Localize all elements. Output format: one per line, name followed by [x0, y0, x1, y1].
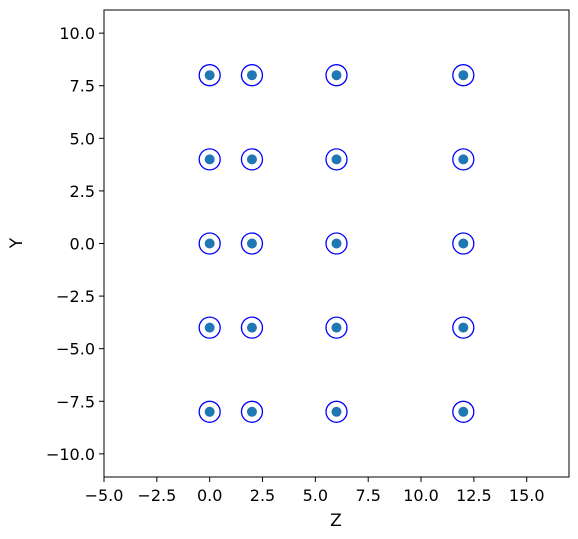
data-point [331, 238, 342, 249]
hollow-circle-marker [325, 316, 348, 339]
data-point [331, 154, 342, 165]
hollow-circle-marker [325, 400, 348, 423]
hollow-circle-marker [198, 148, 221, 171]
y-tick-label: −10.0 [46, 445, 95, 464]
hollow-circle-marker [325, 148, 348, 171]
hollow-circle-marker [452, 400, 475, 423]
data-point [204, 70, 215, 81]
hollow-circle-marker [452, 64, 475, 87]
data-point [458, 406, 469, 417]
y-axis-title: Y [7, 237, 27, 249]
data-point [331, 406, 342, 417]
hollow-circle-marker [240, 400, 264, 423]
data-point [458, 238, 469, 249]
hollow-circle-marker [240, 316, 264, 339]
hollow-circle-marker [325, 64, 348, 87]
data-point [458, 70, 469, 81]
data-point [246, 322, 257, 333]
x-tick-label: −5.0 [85, 486, 124, 505]
data-markers [198, 64, 475, 423]
data-point [204, 238, 215, 249]
x-tick-label: 0.0 [197, 486, 222, 505]
hollow-circle-marker [198, 64, 221, 87]
y-tick-label: 0.0 [70, 235, 95, 254]
hollow-circle-marker [452, 148, 475, 171]
y-tick-label: 5.0 [70, 129, 95, 148]
y-tick-label: 7.5 [70, 77, 95, 96]
x-tick-label: −2.5 [137, 486, 176, 505]
data-point [204, 322, 215, 333]
data-point [246, 154, 257, 165]
hollow-circle-marker [240, 232, 264, 255]
x-tick-label: 2.5 [250, 486, 275, 505]
hollow-circle-marker [198, 232, 221, 255]
data-point [204, 154, 215, 165]
x-axis-ticks: −5.0 −2.5 0.0 2.5 5.0 7.5 10.0 12.5 15.0 [85, 477, 545, 505]
data-point [331, 70, 342, 81]
data-point [458, 322, 469, 333]
data-point [458, 154, 469, 165]
hollow-circle-marker [198, 400, 221, 423]
hollow-circle-marker [198, 316, 221, 339]
y-axis-ticks: 10.0 7.5 5.0 2.5 0.0 −2.5 −5.0 −7.5 −10.0 [46, 24, 104, 464]
y-tick-label: −5.0 [56, 340, 95, 359]
x-tick-label: 7.5 [355, 486, 380, 505]
y-tick-label: 10.0 [59, 24, 95, 43]
hollow-circle-marker [240, 64, 264, 87]
data-point [331, 322, 342, 333]
x-axis-title: Z [330, 511, 342, 531]
data-point [204, 406, 215, 417]
y-tick-label: 2.5 [70, 182, 95, 201]
data-point [246, 238, 257, 249]
hollow-circle-marker [452, 316, 475, 339]
x-tick-label: 10.0 [403, 486, 439, 505]
y-tick-label: −7.5 [56, 392, 95, 411]
x-tick-label: 15.0 [509, 486, 545, 505]
hollow-circle-marker [452, 232, 475, 255]
hollow-circle-marker [240, 148, 264, 171]
x-tick-label: 12.5 [456, 486, 492, 505]
x-tick-label: 5.0 [303, 486, 328, 505]
y-tick-label: −2.5 [56, 287, 95, 306]
data-point [246, 70, 257, 81]
data-point [246, 406, 257, 417]
hollow-circle-marker [325, 232, 348, 255]
